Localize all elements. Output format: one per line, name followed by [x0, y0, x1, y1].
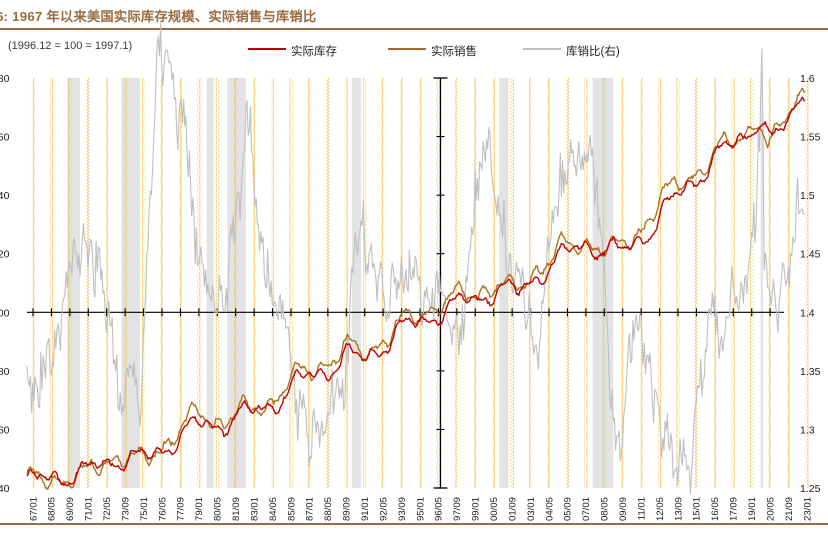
svg-text:140: 140	[0, 190, 10, 202]
svg-text:77/09: 77/09	[176, 497, 187, 521]
svg-text:23/01: 23/01	[802, 497, 813, 521]
svg-text:00/05: 00/05	[489, 497, 500, 521]
svg-text:88/05: 88/05	[323, 497, 334, 521]
svg-text:79/01: 79/01	[194, 497, 205, 521]
svg-text:1.35: 1.35	[800, 366, 821, 378]
svg-text:01/09: 01/09	[507, 497, 518, 521]
svg-text:60: 60	[0, 424, 10, 436]
svg-text:1.5: 1.5	[800, 190, 815, 202]
svg-text:1.45: 1.45	[800, 249, 821, 261]
svg-text:180: 180	[0, 73, 10, 85]
svg-text:1.4: 1.4	[800, 307, 815, 319]
svg-text:40: 40	[0, 483, 10, 495]
svg-text:91/01: 91/01	[360, 497, 371, 521]
svg-text:87/01: 87/01	[305, 497, 316, 521]
svg-text:92/05: 92/05	[378, 497, 389, 521]
svg-text:67/01: 67/01	[28, 497, 39, 521]
svg-text:03/01: 03/01	[526, 497, 537, 521]
svg-text:69/09: 69/09	[65, 497, 76, 521]
svg-text:81/09: 81/09	[231, 497, 242, 521]
svg-text:19/01: 19/01	[747, 497, 758, 521]
svg-text:97/09: 97/09	[452, 497, 463, 521]
svg-text:09/09: 09/09	[618, 497, 629, 521]
svg-text:72/05: 72/05	[102, 497, 113, 521]
svg-text:08/05: 08/05	[600, 497, 611, 521]
svg-text:07/01: 07/01	[581, 497, 592, 521]
svg-text:84/05: 84/05	[268, 497, 279, 521]
svg-text:120: 120	[0, 249, 10, 261]
svg-text:80/05: 80/05	[213, 497, 224, 521]
svg-text:76/05: 76/05	[157, 497, 168, 521]
svg-text:13/09: 13/09	[673, 497, 684, 521]
svg-text:95/01: 95/01	[415, 497, 426, 521]
svg-text:1.25: 1.25	[800, 483, 821, 495]
svg-text:96/05: 96/05	[434, 497, 445, 521]
svg-text:100: 100	[0, 307, 10, 319]
svg-text:05/09: 05/09	[563, 497, 574, 521]
svg-text:17/09: 17/09	[729, 497, 740, 521]
svg-text:11/01: 11/01	[636, 497, 647, 520]
svg-text:73/09: 73/09	[120, 497, 131, 521]
svg-text:83/01: 83/01	[249, 497, 260, 521]
svg-text:04/05: 04/05	[544, 497, 555, 521]
svg-text:15/01: 15/01	[692, 497, 703, 521]
svg-text:75/01: 75/01	[139, 497, 150, 521]
svg-text:89/09: 89/09	[342, 497, 353, 521]
svg-text:85/09: 85/09	[286, 497, 297, 521]
svg-text:12/05: 12/05	[655, 497, 666, 521]
svg-text:99/01: 99/01	[471, 497, 482, 521]
svg-text:93/09: 93/09	[397, 497, 408, 521]
svg-text:21/09: 21/09	[784, 497, 795, 521]
svg-text:68/05: 68/05	[47, 497, 58, 521]
svg-text:160: 160	[0, 132, 10, 144]
svg-text:1.55: 1.55	[800, 132, 821, 144]
svg-text:71/01: 71/01	[84, 497, 95, 521]
svg-text:1.3: 1.3	[800, 424, 815, 436]
svg-text:80: 80	[0, 366, 10, 378]
svg-text:16/05: 16/05	[710, 497, 721, 521]
svg-text:1.6: 1.6	[800, 73, 815, 85]
svg-text:20/05: 20/05	[765, 497, 776, 521]
